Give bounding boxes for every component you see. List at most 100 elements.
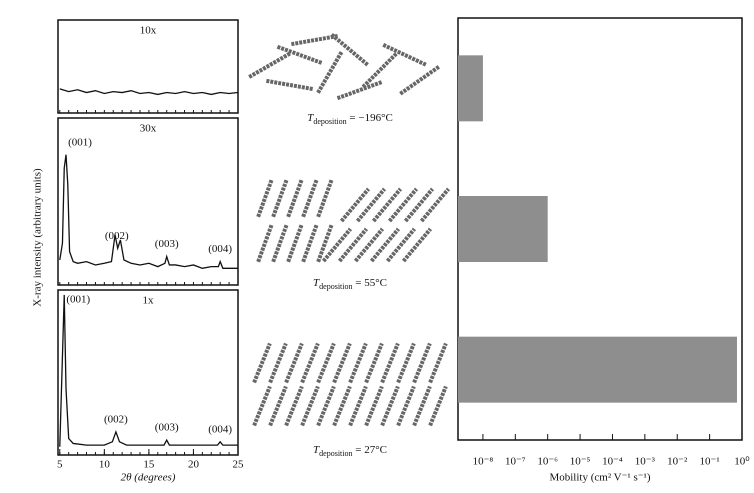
molecule	[286, 178, 304, 218]
molecule	[339, 187, 371, 223]
deposition-label: Tdeposition = −196°C	[307, 112, 393, 126]
molecule	[369, 227, 401, 263]
molecule	[301, 223, 319, 263]
molecule	[385, 227, 417, 263]
x-tick-label: 10⁰	[734, 456, 750, 468]
panel-frame	[57, 117, 239, 286]
molecule	[316, 342, 336, 384]
molecule	[337, 227, 369, 263]
subscript: deposition	[319, 282, 352, 291]
molecule	[330, 33, 370, 67]
molecule	[364, 342, 384, 384]
molecule	[371, 187, 403, 223]
molecule	[380, 385, 400, 427]
x-tick-label: 10⁻⁵	[570, 456, 591, 468]
molecular-structures	[248, 33, 451, 427]
molecule	[291, 33, 339, 47]
molecule	[348, 385, 368, 427]
molecule	[361, 51, 399, 89]
molecule	[284, 342, 304, 384]
molecule	[396, 342, 416, 384]
peak-label: (001)	[68, 136, 92, 148]
molecule	[353, 227, 385, 263]
molecule	[364, 385, 384, 427]
x-tick-label: 10	[99, 459, 111, 471]
molecule	[300, 342, 320, 384]
x-tick-label: 10⁻¹	[700, 456, 720, 468]
bar	[458, 55, 483, 122]
panel-label: 10x	[140, 25, 157, 37]
molecule	[256, 178, 274, 218]
molecule	[286, 223, 304, 263]
x-axis-label: 2θ (degrees)	[121, 472, 176, 484]
molecule	[380, 342, 400, 384]
molecule	[396, 385, 416, 427]
molecule	[271, 178, 289, 218]
x-tick-label: 25	[233, 459, 245, 471]
molecule	[248, 51, 292, 79]
bar	[458, 336, 737, 403]
molecule	[403, 187, 435, 223]
molecule	[252, 385, 272, 427]
temperature: = 27°C	[353, 444, 387, 456]
temperature: = −196°C	[347, 112, 393, 124]
molecule	[268, 342, 288, 384]
molecule	[332, 342, 352, 384]
peak-label: (003)	[155, 422, 179, 434]
molecule	[332, 385, 352, 427]
molecule	[428, 342, 448, 384]
molecule	[256, 223, 274, 263]
molecule	[382, 43, 428, 67]
x-tick-label: 5	[57, 459, 63, 471]
xrd-trace	[59, 88, 239, 96]
molecule	[336, 79, 384, 101]
molecule	[266, 78, 314, 92]
temperature: = 55°C	[353, 277, 387, 289]
xrd-trace	[59, 154, 238, 269]
x-tick-label: 10⁻⁶	[537, 456, 558, 468]
panel-label: 30x	[140, 123, 157, 135]
molecule	[419, 187, 451, 223]
molecule	[284, 385, 304, 427]
xrd-trace	[59, 294, 238, 447]
symbol: T	[307, 112, 314, 124]
peak-label: (004)	[208, 423, 232, 435]
molecule	[412, 342, 432, 384]
x-tick-label: 10⁻⁴	[602, 456, 623, 468]
panel-frame	[57, 19, 239, 114]
bar	[458, 196, 548, 262]
peak-label: (002)	[105, 230, 129, 242]
molecule	[300, 385, 320, 427]
panel-frame	[57, 289, 239, 456]
symbol: T	[313, 444, 320, 456]
molecule	[428, 385, 448, 427]
molecule	[316, 178, 334, 218]
molecule	[252, 342, 272, 384]
y-axis-label: X-ray intensity (arbitrary units)	[32, 168, 44, 307]
molecule	[401, 227, 433, 263]
molecule	[268, 385, 288, 427]
x-tick-label: 20	[188, 459, 200, 471]
x-tick-label: 10⁻⁸	[473, 456, 494, 468]
x-tick-label: 10⁻⁷	[505, 456, 526, 468]
x-tick-label: 10⁻³	[635, 456, 656, 468]
x-tick-label: 15	[143, 459, 155, 471]
molecule	[387, 187, 419, 223]
molecule	[316, 385, 336, 427]
molecule	[316, 223, 334, 263]
molecule	[301, 178, 319, 218]
peak-label: (001)	[66, 294, 90, 306]
subscript: deposition	[313, 117, 346, 126]
x-tick-label: 10⁻²	[667, 456, 688, 468]
molecule	[271, 223, 289, 263]
deposition-label: Tdeposition = 27°C	[313, 444, 387, 458]
molecule	[321, 227, 353, 263]
symbol: T	[313, 277, 320, 289]
deposition-label: Tdeposition = 55°C	[313, 277, 387, 291]
molecule	[316, 50, 344, 94]
peak-label: (002)	[104, 413, 128, 425]
panel-label: 1x	[143, 295, 155, 307]
peak-label: (003)	[155, 238, 179, 250]
molecule	[348, 342, 368, 384]
